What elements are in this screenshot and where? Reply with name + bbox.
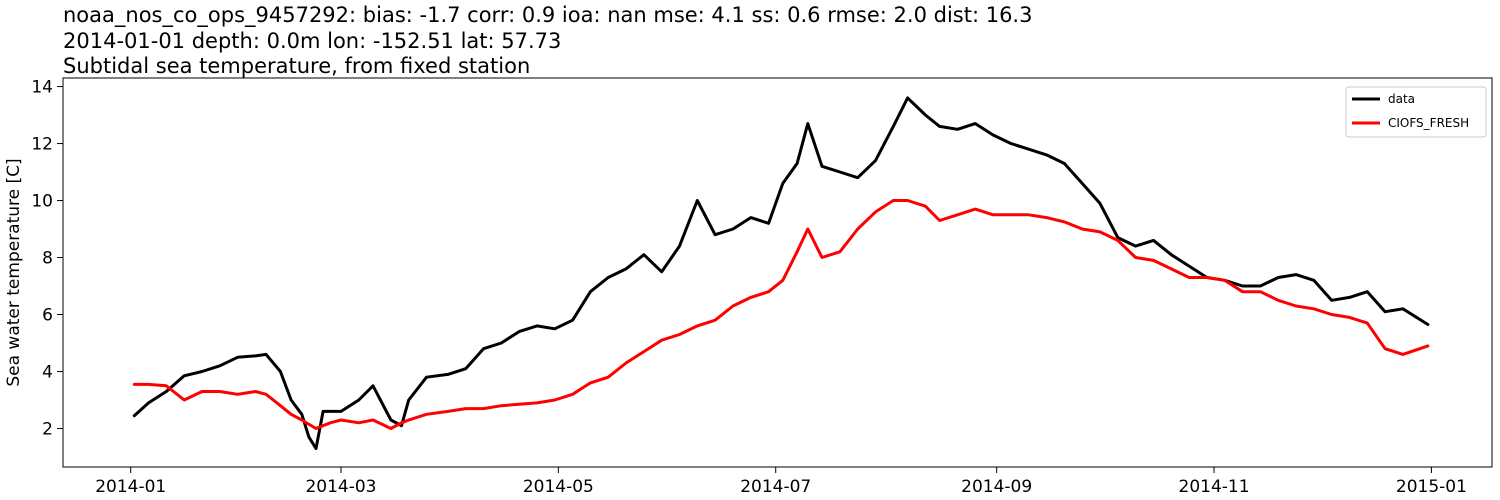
axes: 2014-01 2014-03 2014-05 2014-07 2014-09 2014-… bbox=[4, 77, 1493, 497]
axes-frame bbox=[62, 77, 1493, 468]
plot-area bbox=[132, 96, 1430, 450]
legend-label-0: data bbox=[1388, 92, 1415, 106]
chart-title-line-2: 2014-01-01 depth: 0.0m lon: -152.51 lat:… bbox=[63, 29, 562, 53]
series-line-1 bbox=[132, 199, 1430, 430]
x-tick-label: 2014-01 bbox=[95, 477, 166, 497]
x-tick-label: 2014-09 bbox=[961, 477, 1032, 497]
chart-title-line-1: noaa_nos_co_ops_9457292: bias: -1.7 corr… bbox=[63, 3, 1033, 27]
y-tick-label: 14 bbox=[31, 78, 53, 98]
legend-label-1: CIOFS_FRESH bbox=[1388, 116, 1469, 130]
y-tick-label: 2 bbox=[42, 420, 53, 440]
x-tick-label: 2014-03 bbox=[305, 477, 376, 497]
legend-box bbox=[1345, 86, 1487, 138]
x-tick-label: 2014-11 bbox=[1179, 477, 1250, 497]
y-tick-label: 6 bbox=[42, 306, 53, 326]
y-tick-label: 8 bbox=[42, 249, 53, 269]
y-tick-label: 4 bbox=[42, 363, 53, 383]
x-tick-label: 2014-07 bbox=[740, 477, 811, 497]
chart-title-line-3: Subtidal sea temperature, from fixed sta… bbox=[63, 54, 531, 78]
series-line-0 bbox=[132, 96, 1430, 450]
y-tick-label: 10 bbox=[31, 192, 53, 212]
y-axis-label: Sea water temperature [C] bbox=[4, 158, 24, 386]
x-tick-label: 2015-01 bbox=[1396, 477, 1467, 497]
legend: data CIOFS_FRESH bbox=[1345, 86, 1487, 138]
x-tick-label: 2014-05 bbox=[523, 477, 594, 497]
y-tick-label: 12 bbox=[31, 135, 53, 155]
